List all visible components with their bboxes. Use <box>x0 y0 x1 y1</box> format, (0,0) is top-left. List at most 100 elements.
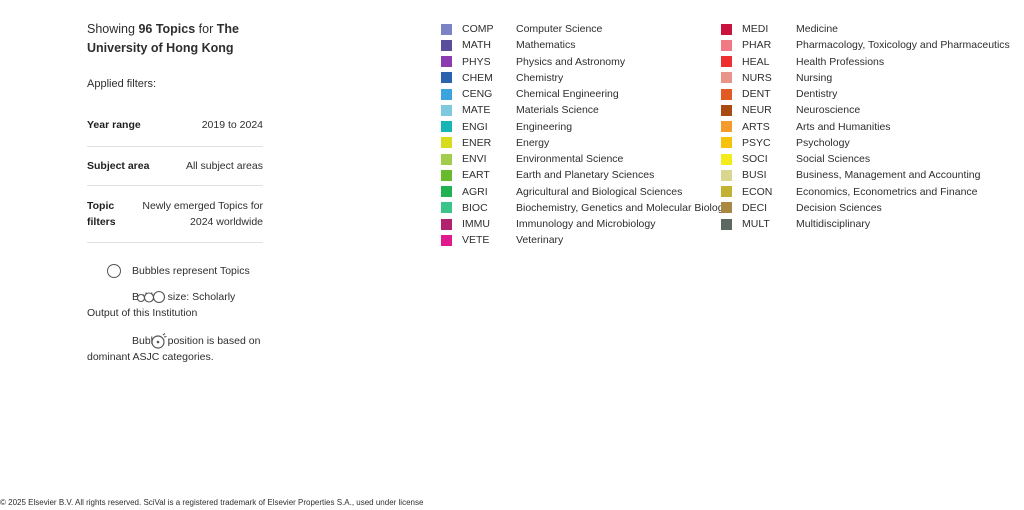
category-code: PHYS <box>462 55 491 68</box>
category-code: AGRI <box>462 185 488 198</box>
color-swatch <box>721 56 732 68</box>
category-legend-item-eart: EART Earth and Planetary Sciences <box>441 167 729 183</box>
filter-row-topic-filters: Topic filters Newly emerged Topics for 2… <box>87 186 263 243</box>
color-swatch <box>441 121 452 133</box>
color-swatch <box>441 88 452 100</box>
bubble-position-icon <box>106 333 167 354</box>
filter-value: 2019 to 2024 <box>201 119 263 131</box>
bubbles-note-text: Bubbles represent Topics <box>132 265 250 277</box>
category-name: Environmental Science <box>516 153 624 166</box>
category-name: Dentistry <box>796 88 838 101</box>
color-swatch <box>721 186 732 198</box>
category-name: Neuroscience <box>796 104 861 117</box>
category-name: Social Sciences <box>796 153 871 166</box>
category-legend-item-comp: COMP Computer Science <box>441 21 729 37</box>
color-swatch <box>721 121 732 133</box>
bubble-size-icon <box>92 290 167 309</box>
category-code: CHEM <box>462 71 493 84</box>
category-name: Mathematics <box>516 39 576 52</box>
category-code: EART <box>462 169 490 182</box>
category-name: Pharmacology, Toxicology and Pharmaceuti… <box>796 39 1010 52</box>
category-legend-item-agri: AGRI Agricultural and Biological Sciences <box>441 184 729 200</box>
color-swatch <box>721 169 732 181</box>
category-name: Biochemistry, Genetics and Molecular Bio… <box>516 201 729 214</box>
color-swatch <box>721 72 732 84</box>
category-name: Agricultural and Biological Sciences <box>516 185 683 198</box>
category-name: Business, Management and Accounting <box>796 169 981 182</box>
category-legend-item-envi: ENVI Environmental Science <box>441 151 729 167</box>
category-legend-item-heal: HEAL Health Professions <box>721 54 1010 70</box>
color-swatch <box>441 72 452 84</box>
heading-prefix: Showing <box>87 22 135 36</box>
filter-value: All subject areas <box>185 160 263 172</box>
category-legend-item-arts: ARTS Arts and Humanities <box>721 119 1010 135</box>
category-name: Immunology and Microbiology <box>516 218 656 231</box>
category-name: Medicine <box>796 23 839 36</box>
category-code: MATH <box>462 39 491 52</box>
color-swatch <box>721 137 732 149</box>
color-swatch <box>441 104 452 116</box>
color-swatch <box>721 23 732 35</box>
category-name: Earth and Planetary Sciences <box>516 169 655 182</box>
category-legend-item-neur: NEUR Neuroscience <box>721 102 1010 118</box>
category-legend-item-vete: VETE Veterinary <box>441 232 729 248</box>
color-swatch <box>441 234 452 246</box>
category-name: Veterinary <box>516 234 564 247</box>
category-legend-right: MEDI Medicine PHAR Pharmacology, Toxicology… <box>721 21 1010 232</box>
category-legend-item-nurs: NURS Nursing <box>721 70 1010 86</box>
color-swatch <box>441 169 452 181</box>
category-code: DENT <box>742 88 771 101</box>
bubble-icon <box>107 264 121 283</box>
filter-value: Newly emerged Topics for 2024 worldwide <box>142 200 263 228</box>
filter-label: Subject area <box>87 160 150 172</box>
filter-row-year-range: Year range 2019 to 2024 <box>87 104 263 147</box>
color-swatch <box>721 218 732 230</box>
category-code: ENER <box>462 136 492 149</box>
filter-row-subject-area: Subject area All subject areas <box>87 147 263 186</box>
color-swatch <box>441 186 452 198</box>
category-code: NURS <box>742 71 772 84</box>
category-name: Energy <box>516 136 550 149</box>
category-name: Materials Science <box>516 104 599 117</box>
bubbles-note: Bubbles represent Topics <box>87 263 263 279</box>
institution-name: The University of Hong Kong <box>87 22 239 55</box>
category-code: COMP <box>462 23 494 36</box>
category-code: ARTS <box>742 120 770 133</box>
category-code: PSYC <box>742 136 771 149</box>
category-name: Chemistry <box>516 71 564 84</box>
category-name: Arts and Humanities <box>796 120 891 133</box>
category-code: CENG <box>462 88 493 101</box>
color-swatch <box>441 202 452 214</box>
category-code: PHAR <box>742 39 772 52</box>
category-legend-item-mult: MULT Multidisciplinary <box>721 216 1010 232</box>
color-swatch <box>441 218 452 230</box>
category-legend-item-immu: IMMU Immunology and Microbiology <box>441 216 729 232</box>
category-code: BUSI <box>742 169 767 182</box>
category-name: Physics and Astronomy <box>516 55 626 68</box>
category-code: SOCI <box>742 153 768 166</box>
category-legend-item-ener: ENER Energy <box>441 135 729 151</box>
color-swatch <box>721 88 732 100</box>
category-legend-left: COMP Computer Science MATH Mathematics PHYS P… <box>441 21 729 249</box>
category-legend-item-mate: MATE Materials Science <box>441 102 729 118</box>
category-code: NEUR <box>742 104 772 117</box>
color-swatch <box>721 104 732 116</box>
category-legend-item-engi: ENGI Engineering <box>441 119 729 135</box>
color-swatch <box>441 23 452 35</box>
applied-filters-label: Applied filters: <box>87 78 157 90</box>
category-legend-item-econ: ECON Economics, Econometrics and Finance <box>721 184 1010 200</box>
category-legend-item-dent: DENT Dentistry <box>721 86 1010 102</box>
filter-panel: Showing 96 Topics for The University of … <box>87 20 263 365</box>
category-name: Multidisciplinary <box>796 218 871 231</box>
color-swatch <box>721 153 732 165</box>
color-swatch <box>721 202 732 214</box>
category-name: Computer Science <box>516 23 603 36</box>
category-name: Engineering <box>516 120 573 133</box>
category-legend-item-psyc: PSYC Psychology <box>721 135 1010 151</box>
color-swatch <box>441 137 452 149</box>
category-legend-item-phar: PHAR Pharmacology, Toxicology and Pharmac… <box>721 37 1010 53</box>
category-code: BIOC <box>462 201 488 214</box>
category-name: Economics, Econometrics and Finance <box>796 185 978 198</box>
category-legend-item-phys: PHYS Physics and Astronomy <box>441 54 729 70</box>
category-legend-item-medi: MEDI Medicine <box>721 21 1010 37</box>
